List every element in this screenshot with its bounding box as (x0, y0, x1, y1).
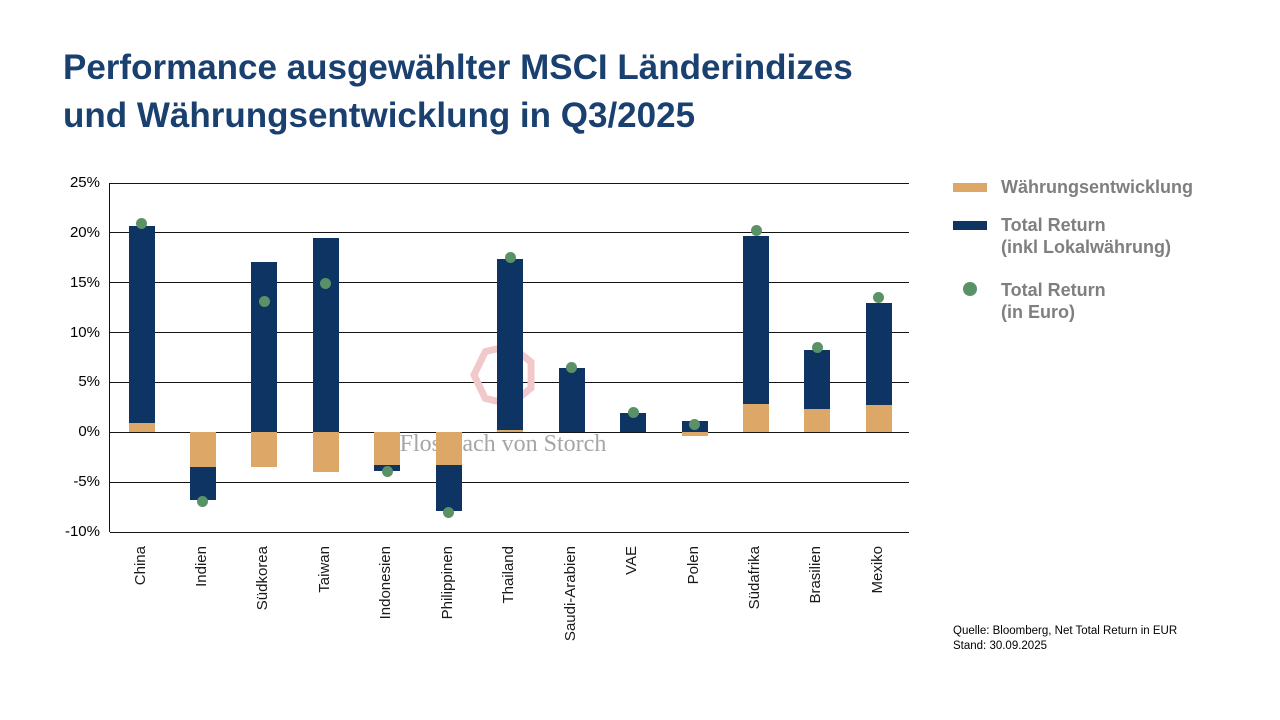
legend-item-w-hrungsentwicklung: Währungsentwicklung (953, 176, 1273, 198)
gridline-5 (110, 481, 909, 483)
legend-label: Währungsentwicklung (1001, 176, 1193, 198)
x-axis-label-taiwan: Taiwan (315, 546, 333, 593)
x-axis-label-china: China (131, 546, 149, 586)
dot-total-return-in-euro-china (136, 218, 147, 230)
date-line: Stand: 30.09.2025 (953, 640, 1047, 652)
x-axis-label-brasilien: Brasilien (807, 546, 825, 604)
page-title-line-2: und Währungsentwicklung in Q3/2025 (63, 96, 696, 135)
bar-total-return-inkl-lokalw-hrung-s-dafrika (743, 235, 769, 405)
bar-total-return-inkl-lokalw-hrung-china (128, 225, 155, 424)
bar-w-hrungsentwicklung-taiwan (312, 432, 339, 473)
bar-w-hrungsentwicklung-mexiko (865, 405, 892, 433)
dot-total-return-in-euro-s-dafrika (750, 225, 762, 237)
gridline-25 (110, 182, 909, 184)
y-axis-line (109, 183, 110, 532)
legend-item-total-return-inkl-lokalw-hrung: Total Return (inkl Lokalwährung) (953, 214, 1273, 258)
legend-label-line: (inkl Lokalwährung) (1001, 237, 1172, 257)
dot-total-return-in-euro-thailand (504, 252, 516, 264)
bar-total-return-inkl-lokalw-hrung-saudi-arabien (558, 368, 585, 433)
bar-w-hrungsentwicklung-thailand (497, 430, 524, 433)
dot-total-return-in-euro-brasilien (811, 342, 823, 354)
x-axis-label-philippinen: Philippinen (438, 546, 456, 620)
y-axis-tick-label: 10% (69, 323, 100, 341)
legend-label: Total Return (in Euro) (1001, 279, 1106, 323)
bar-total-return-inkl-lokalw-hrung-brasilien (804, 349, 831, 410)
bar-w-hrungsentwicklung-s-dafrika (743, 404, 769, 433)
dot-total-return-in-euro-mexiko (873, 292, 885, 304)
x-axis-label-mexiko: Mexiko (868, 546, 886, 594)
gridline-0 (110, 431, 909, 433)
x-axis-label-thailand: Thailand (500, 546, 518, 604)
y-axis-tick-label: -5% (73, 473, 100, 491)
x-axis-label-saudi-arabien: Saudi-Arabien (561, 546, 579, 642)
page-title: Performance ausgewählter MSCI Länderindi… (63, 44, 853, 140)
legend-label-line: Total Return (1001, 280, 1106, 300)
legend-label-line: (in Euro) (1001, 302, 1075, 322)
bar-total-return-inkl-lokalw-hrung-s-dkorea (251, 261, 278, 433)
y-axis-tick-label: 0% (78, 423, 100, 441)
dot-total-return-in-euro-polen (689, 418, 701, 430)
bar-total-return-inkl-lokalw-hrung-philippinen (435, 465, 462, 512)
legend-bar-swatch-icon (953, 221, 987, 230)
legend-swatch-column (953, 279, 1001, 323)
dot-total-return-in-euro-s-dkorea (258, 296, 270, 308)
legend-label-line: Total Return (1001, 215, 1106, 235)
x-axis-label-s-dafrika: Südafrika (746, 546, 763, 610)
x-axis-label-vae: VAE (623, 546, 641, 575)
bar-w-hrungsentwicklung-china (128, 423, 155, 433)
source-line: Quelle: Bloomberg, Net Total Return in E… (953, 625, 1178, 637)
legend-swatch-column (953, 214, 1001, 258)
bar-w-hrungsentwicklung-indien (189, 432, 216, 468)
fvs-watermark-text: Flossbach von Storch (399, 431, 607, 457)
bar-w-hrungsentwicklung-polen (681, 432, 708, 437)
bar-total-return-inkl-lokalw-hrung-indien (189, 467, 216, 501)
x-axis-label-s-dkorea: Südkorea (254, 546, 272, 611)
bar-w-hrungsentwicklung-indonesien (374, 432, 401, 466)
bar-w-hrungsentwicklung-philippinen (435, 432, 462, 466)
gridline-20 (110, 232, 909, 234)
x-axis-label-indien: Indien (192, 546, 210, 587)
legend-item-total-return-in-euro: Total Return (in Euro) (953, 279, 1273, 323)
dot-total-return-in-euro-philippinen (443, 506, 455, 518)
dot-total-return-in-euro-vae (627, 406, 639, 418)
dot-total-return-in-euro-indonesien (381, 465, 393, 477)
y-axis-tick-label: 20% (69, 223, 100, 241)
gridline-10 (110, 531, 909, 533)
dot-total-return-in-euro-saudi-arabien (566, 361, 578, 373)
dot-total-return-in-euro-taiwan (320, 278, 332, 290)
legend-swatch-column (953, 176, 1001, 198)
bar-total-return-inkl-lokalw-hrung-mexiko (865, 302, 892, 406)
y-axis-tick-label: -10% (64, 523, 100, 540)
source-note: Quelle: Bloomberg, Net Total Return in E… (953, 624, 1177, 654)
bar-total-return-inkl-lokalw-hrung-taiwan (312, 237, 339, 433)
legend-bar-swatch-icon (953, 183, 987, 192)
bar-w-hrungsentwicklung-s-dkorea (251, 432, 278, 468)
legend-label-line: Währungsentwicklung (1001, 177, 1194, 197)
x-axis-label-indonesien: Indonesien (377, 546, 395, 620)
bar-total-return-inkl-lokalw-hrung-vae (620, 413, 647, 433)
page-title-line-1: Performance ausgewählter MSCI Länderindi… (63, 48, 853, 87)
dot-total-return-in-euro-indien (197, 495, 209, 507)
bar-total-return-inkl-lokalw-hrung-thailand (497, 258, 524, 431)
legend-dot-swatch-icon (963, 282, 977, 296)
legend-label: Total Return (inkl Lokalwährung) (1001, 214, 1171, 258)
bar-w-hrungsentwicklung-brasilien (804, 409, 831, 433)
y-axis-tick-label: 15% (69, 273, 100, 291)
y-axis-tick-label: 5% (78, 373, 100, 391)
x-axis-label-polen: Polen (684, 546, 702, 585)
y-axis-tick-label: 25% (69, 174, 100, 191)
